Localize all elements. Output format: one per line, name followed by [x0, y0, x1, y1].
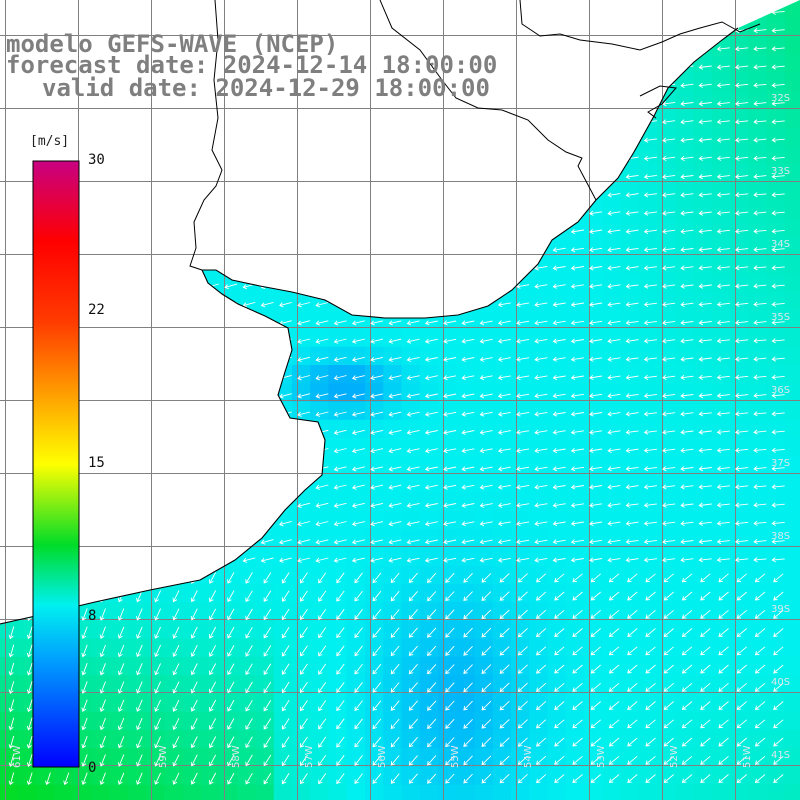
lon-label: 52W — [669, 745, 680, 768]
lat-label: 34S — [771, 239, 791, 250]
lagoon-outline — [639, 85, 677, 119]
colorbar-units: [m/s] — [30, 134, 70, 149]
colorbar-tick-8: 8 — [88, 608, 97, 624]
lon-label: 56W — [377, 745, 388, 768]
lat-label: 37S — [771, 458, 791, 469]
lon-label: 55W — [450, 745, 461, 768]
lon-label: 59W — [158, 745, 169, 768]
lon-label: 57W — [304, 745, 315, 768]
lat-label: 32S — [771, 93, 791, 104]
lat-label: 33S — [771, 166, 791, 177]
lat-label: 38S — [771, 531, 791, 542]
lon-label: 58W — [231, 745, 242, 768]
colorbar-tick-0: 0 — [88, 760, 97, 776]
lat-label: 41S — [771, 750, 791, 761]
border-line — [379, 0, 597, 201]
coastline — [0, 27, 739, 625]
colorbar-tick-15: 15 — [88, 455, 105, 471]
border-line — [189, 0, 223, 271]
lat-label: 35S — [771, 312, 791, 323]
lon-label: 51W — [742, 745, 753, 768]
forecast-date: forecast date: 2024-12-14 18:00:00 — [6, 51, 498, 79]
lon-label: 61W — [12, 745, 23, 768]
valid-date: valid date: 2024-12-29 18:00:00 — [42, 74, 490, 102]
border-line — [519, 0, 761, 51]
colorbar-tick-30: 30 — [88, 152, 105, 168]
colorbar — [32, 160, 80, 768]
lon-label: 53W — [596, 745, 607, 768]
lon-label: 54W — [523, 745, 534, 768]
lat-label: 39S — [771, 604, 791, 615]
colorbar-tick-22: 22 — [88, 302, 105, 318]
model-title: modelo GEFS-WAVE (NCEP) — [6, 30, 339, 58]
lat-label: 40S — [771, 677, 791, 688]
lat-label: 36S — [771, 385, 791, 396]
